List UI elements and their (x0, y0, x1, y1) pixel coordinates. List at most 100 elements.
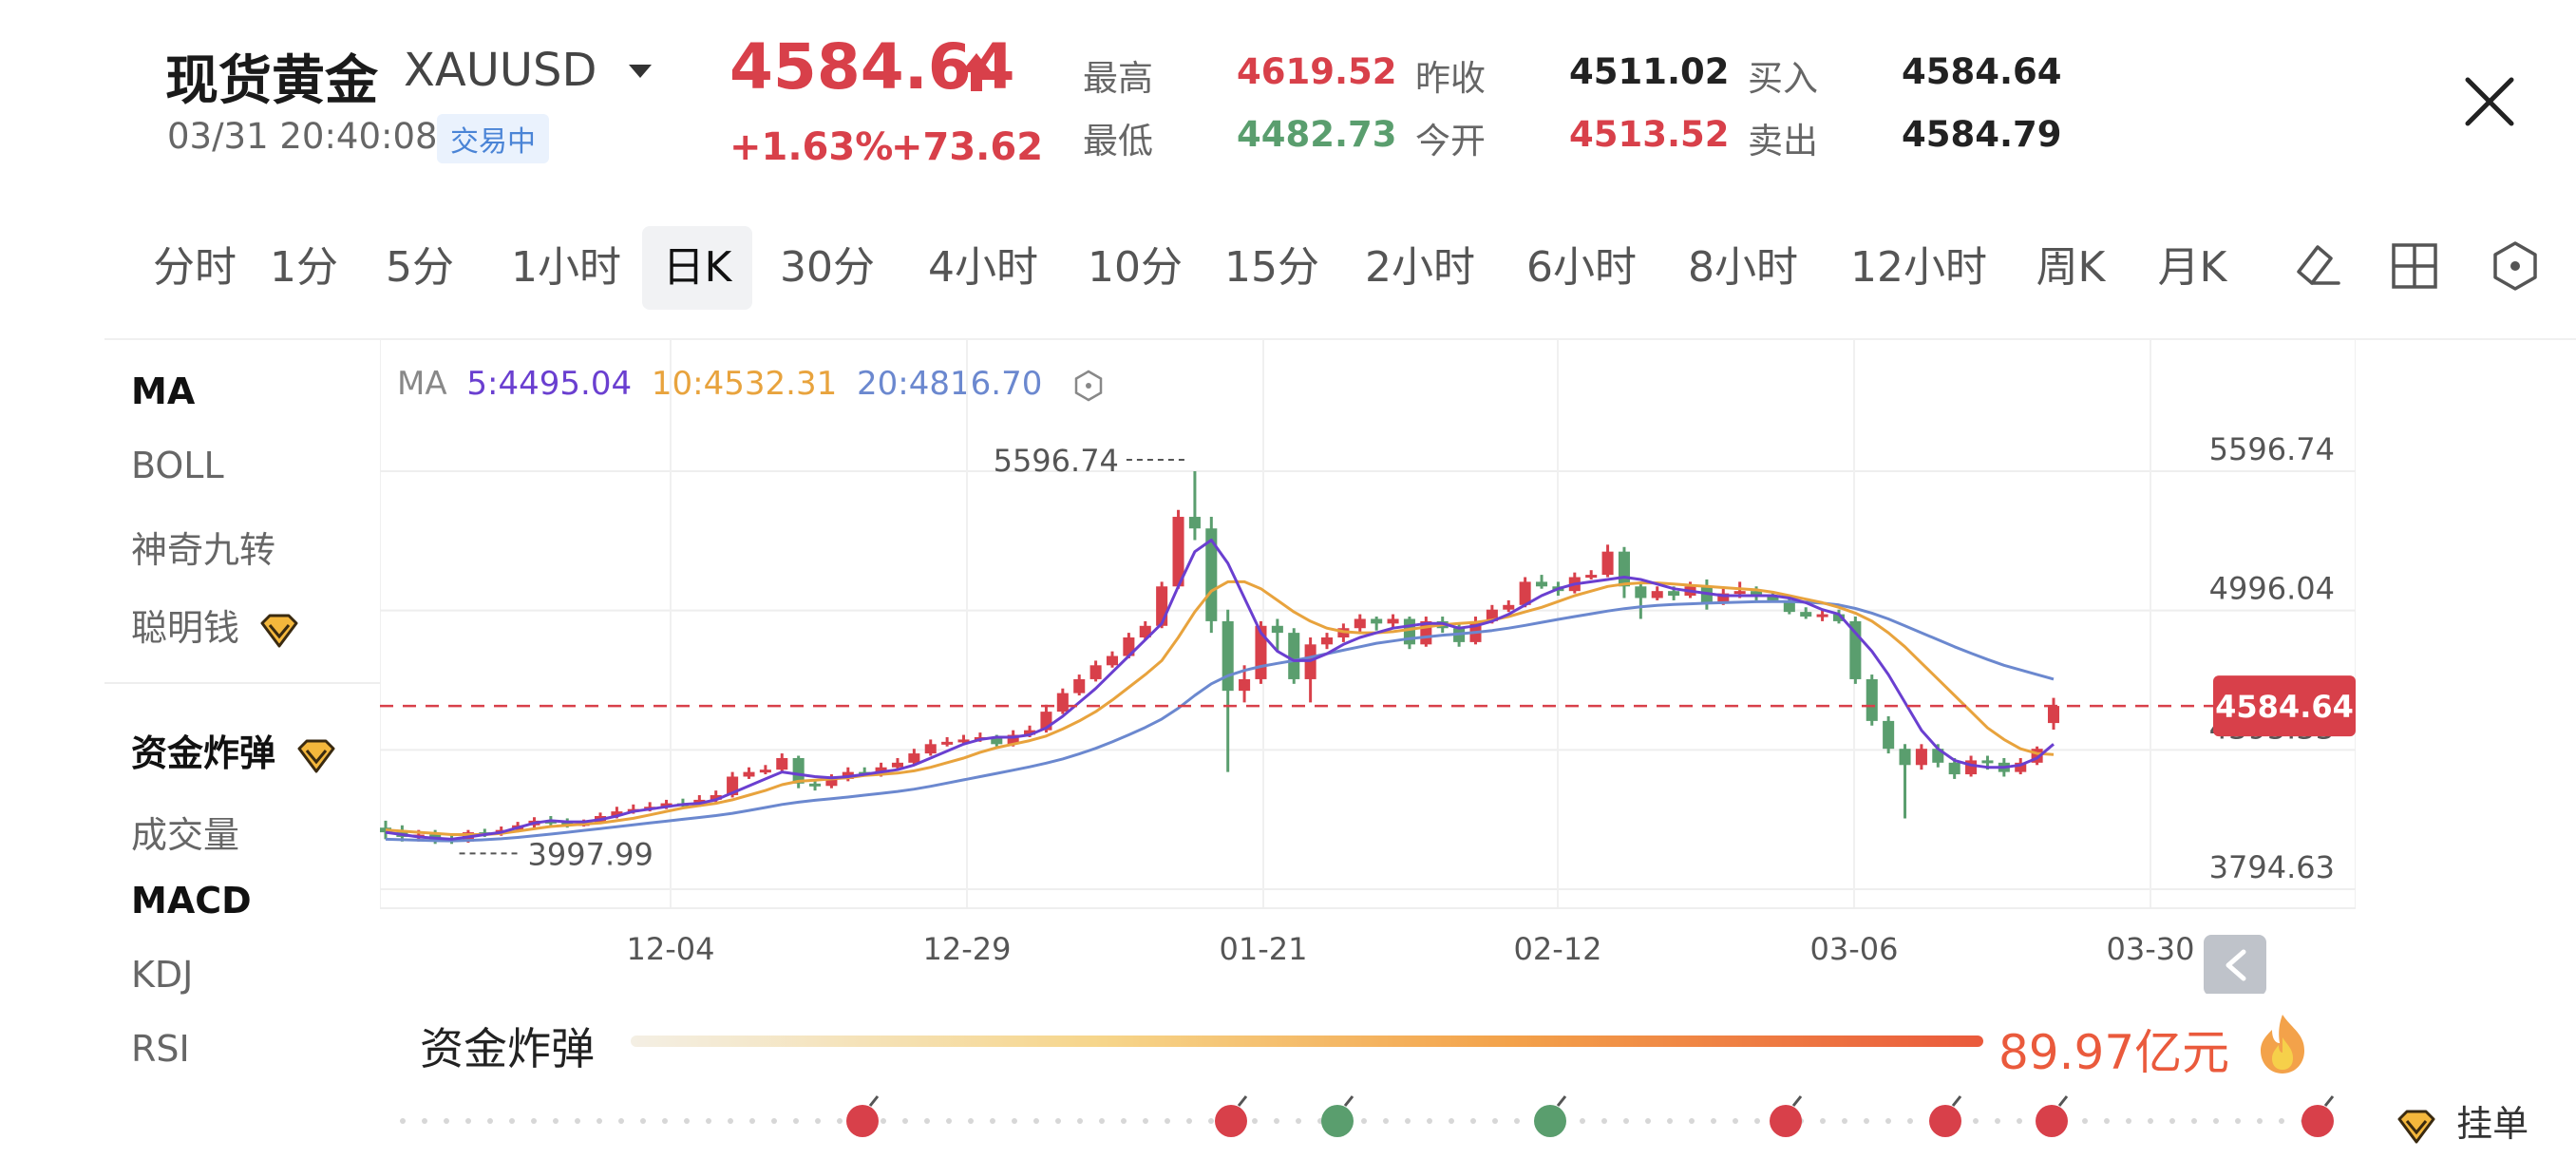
prev-close-value: 4511.02 (1569, 51, 1730, 92)
ma-legend-label: MA (397, 365, 447, 403)
tab-10min[interactable]: 10分 (1088, 243, 1183, 292)
dotted-track (2191, 1118, 2197, 1124)
bomb-fuse (868, 1095, 880, 1107)
dotted-track (815, 1118, 821, 1124)
tab-6hour[interactable]: 6小时 (1526, 243, 1637, 292)
candle-body (1899, 749, 1911, 766)
dotted-track (990, 1118, 995, 1124)
tab-4hour[interactable]: 4小时 (928, 243, 1038, 292)
open-label: 今开 (1415, 121, 1486, 162)
dotted-track (1012, 1118, 1017, 1124)
indicator-macd[interactable]: MACD (131, 880, 252, 922)
tab-12hour[interactable]: 12小时 (1850, 243, 1987, 292)
candle-body (809, 783, 822, 787)
tab-1hour[interactable]: 1小时 (511, 243, 621, 292)
dotted-track (1711, 1118, 1716, 1124)
dotted-track (837, 1118, 843, 1124)
pending-order-button[interactable]: 挂单 (2396, 1094, 2529, 1147)
tab-intraday[interactable]: 分时 (153, 243, 237, 292)
ma5-line (385, 539, 2055, 841)
dotted-track (2148, 1118, 2153, 1124)
quote-datetime: 03/31 20:40:08 (167, 116, 438, 157)
x-tick-label: 12-29 (923, 931, 1012, 967)
draw-icon[interactable] (2289, 238, 2346, 294)
tab-2hour[interactable]: 2小时 (1365, 243, 1475, 292)
dotted-track (2235, 1118, 2241, 1124)
instrument-symbol[interactable]: XAUUSD (404, 44, 597, 97)
indicator-fund-bomb[interactable]: 资金炸弹 (131, 724, 337, 776)
dotted-track (1186, 1118, 1192, 1124)
candlestick-chart[interactable]: 5596.744996.044395.333794.6312-0412-2901… (380, 338, 2356, 994)
indicator-smart-money[interactable]: 聪明钱 (131, 598, 300, 651)
ask-value: 4584.79 (1902, 114, 2062, 155)
indicator-boll[interactable]: BOLL (131, 445, 224, 486)
candle-body (2015, 762, 2027, 772)
bomb-marker (1321, 1105, 1354, 1137)
candle-body (1601, 551, 1614, 576)
candle-body (561, 822, 574, 826)
dotted-track (1885, 1118, 1891, 1124)
dotted-track (597, 1118, 602, 1124)
last-price-tag: 4584.64 (2215, 689, 2354, 725)
chevron-left-icon (2226, 949, 2246, 981)
indicator-ma[interactable]: MA (131, 370, 196, 412)
ma5-value: 5:4495.04 (466, 365, 633, 403)
indicator-nine-turn[interactable]: 神奇九转 (131, 529, 276, 571)
dotted-track (422, 1118, 427, 1124)
dotted-track (2213, 1118, 2219, 1124)
tab-monthly[interactable]: 月K (2157, 243, 2227, 292)
candle-body (941, 741, 954, 745)
candle-body (891, 762, 903, 768)
change-absolute: +73.62 (891, 125, 1044, 169)
tab-weekly[interactable]: 周K (2036, 243, 2106, 292)
dotted-track (1514, 1118, 1520, 1124)
candle-body (1271, 625, 1283, 634)
indicator-volume[interactable]: 成交量 (131, 814, 240, 856)
dotted-track (1580, 1118, 1585, 1124)
tab-30min[interactable]: 30分 (780, 243, 875, 292)
candle-body (991, 736, 1003, 745)
indicator-rsi[interactable]: RSI (131, 1028, 190, 1070)
bomb-marker (1534, 1105, 1566, 1137)
high-value: 4619.52 (1237, 51, 1397, 92)
dotted-track (662, 1118, 668, 1124)
bomb-marker (2036, 1105, 2068, 1137)
ask-label: 卖出 (1748, 121, 1818, 162)
tab-1min[interactable]: 1分 (270, 243, 338, 292)
x-tick-label: 03-30 (2107, 931, 2195, 967)
dotted-track (1470, 1118, 1476, 1124)
tab-15min[interactable]: 15分 (1224, 243, 1319, 292)
dotted-track (684, 1118, 690, 1124)
x-tick-label: 02-12 (1514, 931, 1602, 967)
chevron-down-icon[interactable] (629, 65, 652, 78)
dotted-track (1689, 1118, 1695, 1124)
candle-body (2047, 706, 2060, 724)
bomb-fuse (2057, 1095, 2069, 1107)
grid-icon[interactable] (2386, 238, 2443, 294)
ma-settings-icon[interactable] (1071, 369, 1106, 403)
dotted-track (793, 1118, 799, 1124)
dotted-track (465, 1118, 471, 1124)
tab-5min[interactable]: 5分 (386, 243, 454, 292)
tab-daily[interactable]: 日K (642, 226, 752, 310)
diamond-vip-icon (2397, 1110, 2435, 1143)
dotted-track (487, 1118, 493, 1124)
dotted-track (1645, 1118, 1651, 1124)
candle-body (1239, 678, 1251, 692)
bomb-fuse (1951, 1095, 1962, 1107)
indicator-divider (104, 682, 380, 684)
candle-body (1073, 678, 1086, 694)
instrument-title: 现货黄金 (165, 50, 378, 112)
dotted-track (1842, 1118, 1847, 1124)
candle-body (1800, 612, 1812, 618)
tab-8hour[interactable]: 8小时 (1688, 243, 1798, 292)
indicator-kdj[interactable]: KDJ (131, 954, 194, 996)
settings-hexagon-icon[interactable] (2487, 238, 2544, 294)
open-value: 4513.52 (1569, 114, 1730, 155)
dotted-track (1033, 1118, 1039, 1124)
bomb-fuse (1237, 1095, 1248, 1107)
candle-body (792, 757, 805, 784)
x-tick-label: 03-06 (1810, 931, 1899, 967)
candle-body (1172, 517, 1184, 587)
close-icon[interactable] (2462, 74, 2517, 129)
